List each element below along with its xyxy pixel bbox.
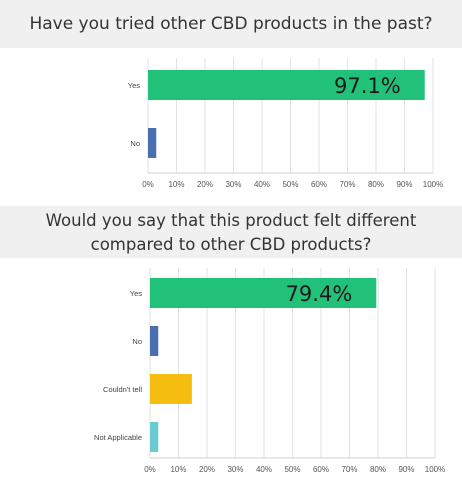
bar-not-applicable <box>150 422 159 452</box>
x-tick-label: 90% <box>398 465 414 474</box>
category-label: No <box>132 337 142 346</box>
x-tick-label: 50% <box>284 465 300 474</box>
x-tick-label: 80% <box>368 180 384 189</box>
x-tick-label: 90% <box>396 180 412 189</box>
bar-no <box>150 326 159 356</box>
category-label: Yes <box>128 81 140 90</box>
bar-yes <box>148 70 425 100</box>
x-tick-label: 70% <box>341 465 357 474</box>
data-label: 79.4% <box>286 282 353 306</box>
bar-couldn-t-tell <box>150 374 192 404</box>
x-tick-label: 0% <box>142 180 154 189</box>
x-tick-label: 100% <box>425 465 445 474</box>
chart-2-title-line-2: compared to other CBD products? <box>90 235 372 254</box>
bar-no <box>148 128 157 158</box>
data-label: 97.1% <box>334 74 401 98</box>
bar-yes <box>150 278 377 308</box>
category-label: Couldn't tell <box>103 385 142 394</box>
x-tick-label: 60% <box>311 180 327 189</box>
x-tick-label: 20% <box>197 180 213 189</box>
x-tick-label: 20% <box>199 465 215 474</box>
x-tick-label: 30% <box>227 465 243 474</box>
category-label: Yes <box>130 289 142 298</box>
x-tick-label: 60% <box>313 465 329 474</box>
x-tick-label: 10% <box>170 465 186 474</box>
x-tick-label: 80% <box>370 465 386 474</box>
x-tick-label: 0% <box>144 465 156 474</box>
chart-1-title: Have you tried other CBD products in the… <box>0 0 462 48</box>
x-tick-label: 30% <box>225 180 241 189</box>
x-tick-label: 100% <box>423 180 443 189</box>
category-label: No <box>130 139 140 148</box>
x-tick-label: 40% <box>254 180 270 189</box>
category-label: Not Applicable <box>94 433 142 442</box>
x-tick-label: 10% <box>168 180 184 189</box>
x-tick-label: 70% <box>339 180 355 189</box>
x-tick-label: 50% <box>282 180 298 189</box>
chart-2-plot: 0% 10% 20% 30% 40% 50% 60% 70% 80% 90% 100% Yes 79.4… <box>94 268 445 474</box>
chart-2-title: Would you say that this product felt dif… <box>0 206 462 258</box>
chart-1-plot: 0% 10% 20% 30% 40% 50% 60% 70% 80% 90% 100% Yes 97.1… <box>128 58 443 189</box>
x-tick-label: 40% <box>256 465 272 474</box>
chart-2-title-line-1: Would you say that this product felt dif… <box>45 211 417 230</box>
